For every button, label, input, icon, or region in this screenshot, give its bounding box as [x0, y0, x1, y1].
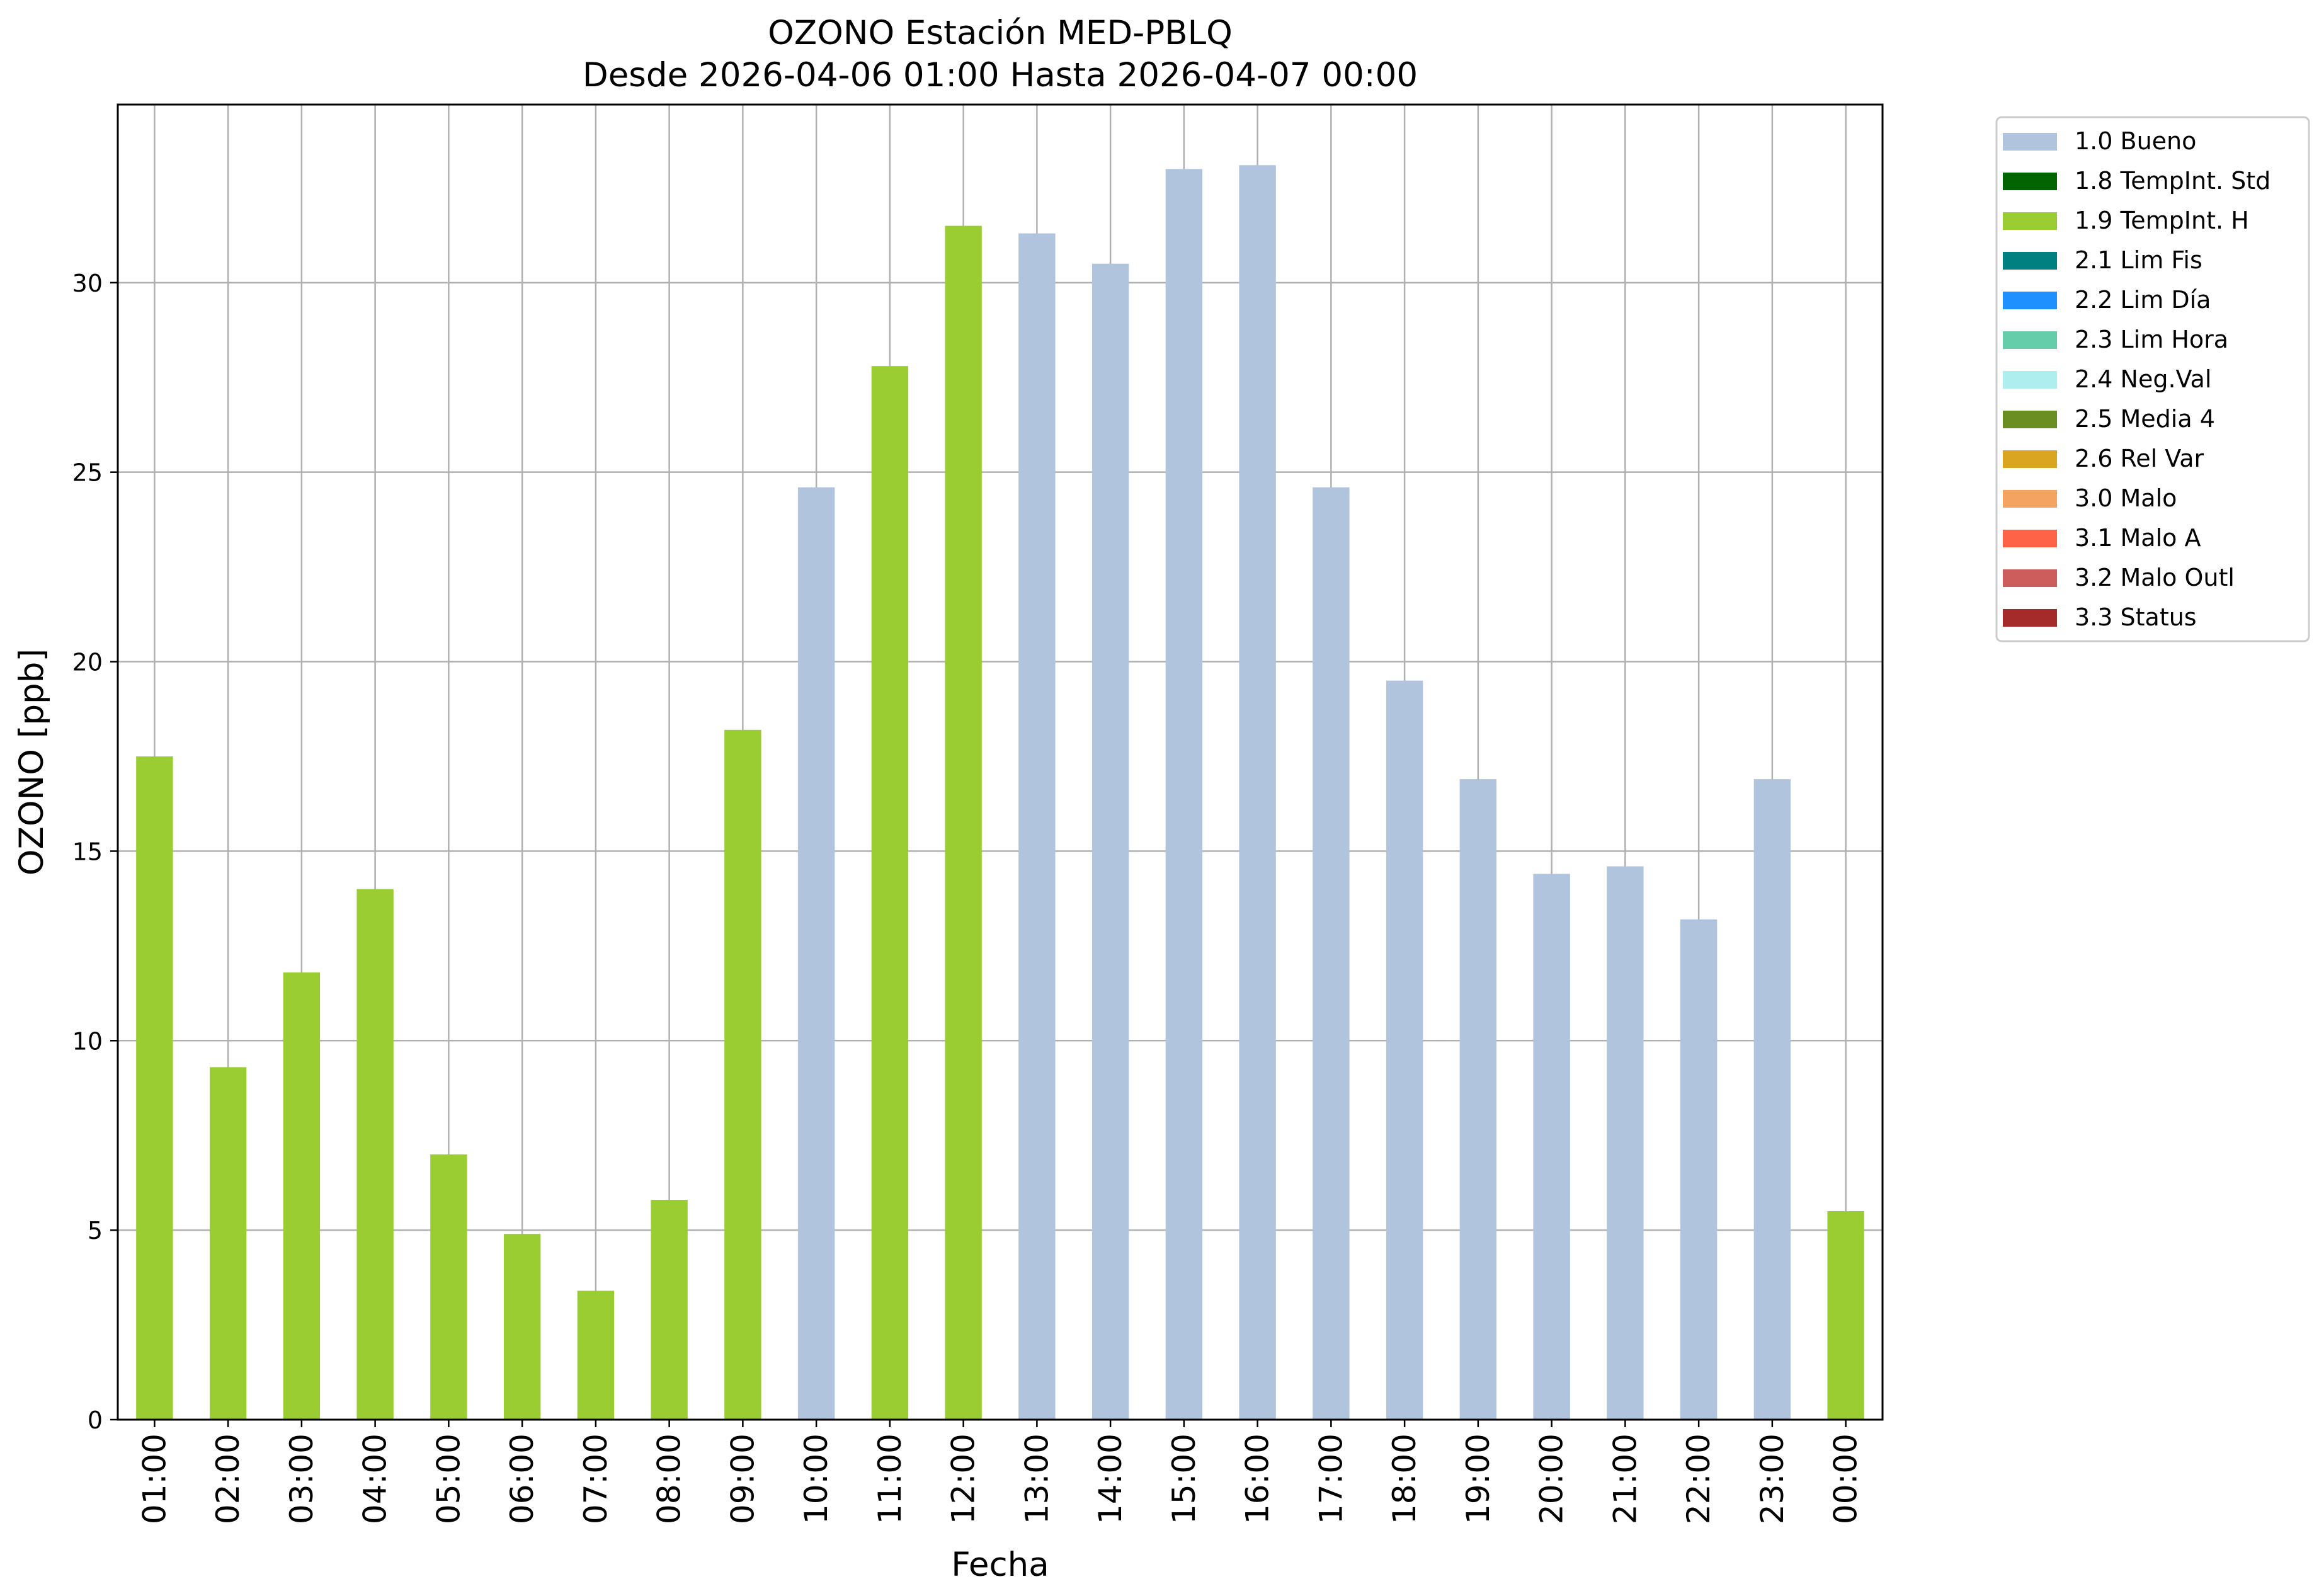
bar-0800 — [651, 1199, 688, 1420]
legend-label: 2.3 Lim Hora — [2075, 326, 2228, 353]
x-tick-label: 12:00 — [945, 1434, 982, 1524]
bar-0000 — [1827, 1211, 1864, 1420]
y-tick-label: 15 — [72, 838, 103, 865]
chart-title: OZONO Estación MED-PBLQ — [768, 14, 1233, 52]
bar-1400 — [1091, 263, 1129, 1420]
bar-1600 — [1239, 165, 1276, 1420]
y-axis-ticks: 0 5 10 15 20 25 30 — [72, 270, 118, 1434]
x-tick-label: 05:00 — [430, 1434, 467, 1524]
x-tick-label: 17:00 — [1313, 1434, 1349, 1524]
legend-label: 2.5 Media 4 — [2075, 405, 2215, 433]
legend-label: 2.4 Neg.Val — [2075, 365, 2211, 393]
bar-2200 — [1680, 919, 1718, 1420]
chart-subtitle: Desde 2026-04-06 01:00 Hasta 2026-04-07 … — [583, 56, 1418, 94]
bar-0500 — [430, 1154, 467, 1420]
legend-label: 2.6 Rel Var — [2075, 445, 2204, 472]
bar-1200 — [945, 225, 982, 1420]
bar-2100 — [1607, 866, 1644, 1420]
x-axis-ticks: 01:00 02:00 03:00 04:00 05:00 06:00 07:00 08:00… — [136, 1420, 1864, 1524]
x-tick-label: 02:00 — [210, 1434, 246, 1524]
bar-0300 — [283, 972, 321, 1420]
legend-frame — [1995, 116, 2310, 642]
x-axis-label: Fecha — [951, 1546, 1049, 1584]
legend-label: 1.9 TempInt. H — [2075, 207, 2249, 234]
legend-swatch — [2003, 530, 2057, 547]
y-tick-label: 5 — [88, 1217, 103, 1245]
legend-swatch — [2003, 450, 2057, 468]
legend-label: 2.1 Lim Fis — [2075, 246, 2202, 274]
legend-swatch — [2003, 609, 2057, 627]
bar-0100 — [136, 756, 173, 1420]
bar-0900 — [724, 729, 761, 1420]
y-tick-label: 25 — [72, 459, 103, 487]
x-tick-label: 13:00 — [1018, 1434, 1055, 1524]
bar-0700 — [577, 1291, 615, 1420]
bar-0600 — [503, 1234, 541, 1420]
legend-label: 3.3 Status — [2075, 603, 2197, 631]
bar-2000 — [1533, 874, 1570, 1420]
x-tick-label: 11:00 — [872, 1434, 908, 1524]
legend-swatch — [2003, 411, 2057, 428]
bar-0400 — [356, 889, 394, 1420]
y-tick-label: 30 — [72, 270, 103, 297]
legend-swatch — [2003, 490, 2057, 508]
bar-1800 — [1386, 680, 1423, 1420]
bar-1700 — [1313, 487, 1350, 1420]
y-tick-label: 20 — [72, 649, 103, 676]
x-tick-label: 23:00 — [1754, 1434, 1791, 1524]
legend-swatch — [2003, 292, 2057, 309]
legend-label: 2.2 Lim Día — [2075, 286, 2211, 314]
legend-swatch — [2003, 252, 2057, 270]
plot-area-frame — [117, 103, 1884, 1421]
legend-swatch — [2003, 212, 2057, 230]
x-tick-label: 21:00 — [1607, 1434, 1643, 1524]
bar-1300 — [1018, 233, 1056, 1420]
bar-0200 — [209, 1067, 247, 1420]
x-tick-label: 15:00 — [1166, 1434, 1202, 1524]
legend-label: 3.0 Malo — [2075, 484, 2177, 512]
legend-label: 3.2 Malo Outl — [2075, 564, 2235, 591]
x-tick-label: 08:00 — [651, 1434, 688, 1524]
y-tick-label: 10 — [72, 1027, 103, 1055]
x-tick-label: 18:00 — [1386, 1434, 1423, 1524]
x-tick-label: 20:00 — [1534, 1434, 1570, 1524]
x-tick-label: 00:00 — [1828, 1434, 1864, 1524]
bar-2300 — [1753, 779, 1791, 1420]
x-tick-label: 19:00 — [1460, 1434, 1496, 1524]
x-tick-label: 01:00 — [136, 1434, 173, 1524]
bar-1500 — [1165, 169, 1203, 1420]
y-axis-label: OZONO [ppb] — [13, 649, 51, 875]
legend-label: 1.8 TempInt. Std — [2075, 167, 2271, 195]
x-tick-label: 03:00 — [283, 1434, 320, 1524]
legend: 1.0 Bueno 1.8 TempInt. Std 1.9 TempInt. H 2… — [1995, 116, 2310, 642]
x-tick-label: 06:00 — [504, 1434, 540, 1524]
legend-label: 1.0 Bueno — [2075, 127, 2196, 155]
x-tick-label: 14:00 — [1092, 1434, 1129, 1524]
bar-1100 — [871, 366, 909, 1420]
bar-1900 — [1459, 779, 1497, 1420]
legend-swatch — [2003, 133, 2057, 151]
legend-swatch — [2003, 371, 2057, 389]
x-tick-label: 22:00 — [1680, 1434, 1717, 1524]
legend-swatch — [2003, 173, 2057, 190]
x-tick-label: 07:00 — [578, 1434, 614, 1524]
legend-swatch — [2003, 569, 2057, 587]
x-tick-label: 16:00 — [1239, 1434, 1276, 1524]
bar-1000 — [797, 487, 835, 1420]
x-tick-label: 04:00 — [357, 1434, 394, 1524]
legend-swatch — [2003, 331, 2057, 349]
legend-label: 3.1 Malo A — [2075, 524, 2201, 552]
x-tick-label: 10:00 — [798, 1434, 835, 1524]
bars — [136, 165, 1864, 1420]
y-tick-label: 0 — [88, 1406, 103, 1434]
x-tick-label: 09:00 — [724, 1434, 761, 1524]
